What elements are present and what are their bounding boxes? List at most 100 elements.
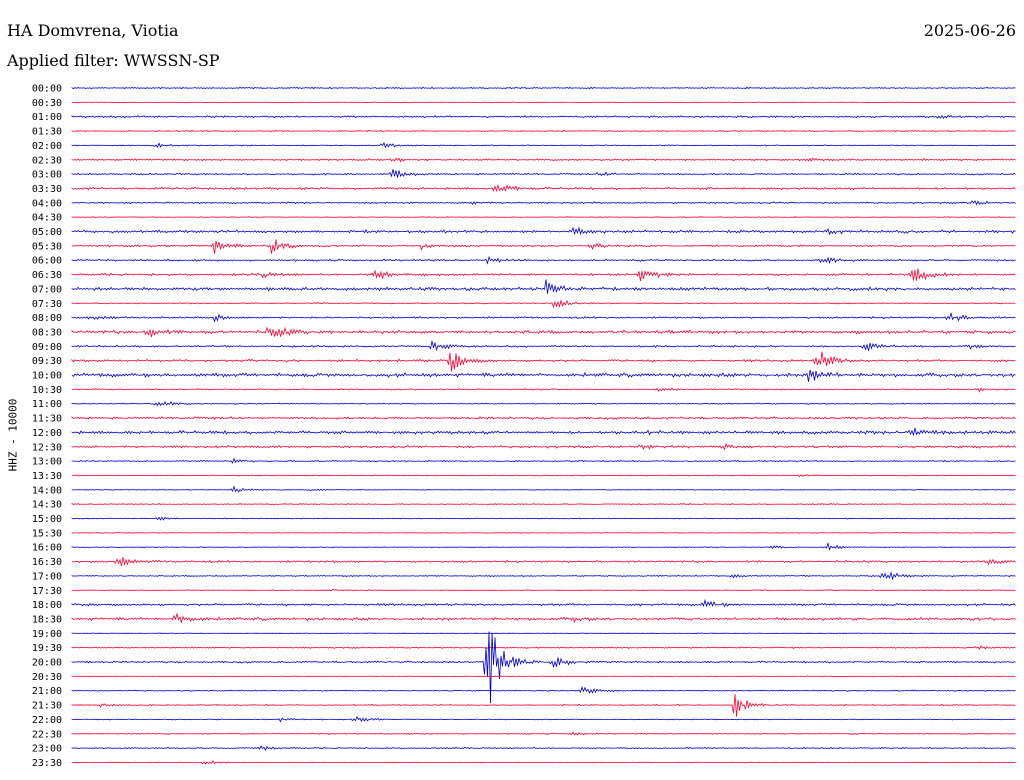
trace-line bbox=[71, 503, 1016, 506]
filter-label: Applied filter: WWSSN-SP bbox=[7, 51, 220, 70]
time-label: 00:30 bbox=[32, 98, 62, 109]
time-label: 17:30 bbox=[32, 586, 62, 597]
station-title: HA Domvrena, Viotia bbox=[7, 21, 179, 40]
trace-line bbox=[71, 183, 1016, 193]
trace-line bbox=[71, 226, 1016, 236]
time-label: 12:30 bbox=[32, 442, 62, 453]
time-label: 18:00 bbox=[32, 600, 62, 611]
time-label: 15:00 bbox=[32, 514, 62, 525]
trace-line bbox=[71, 541, 1016, 551]
time-label: 07:30 bbox=[32, 299, 62, 310]
time-label: 23:30 bbox=[32, 758, 62, 769]
trace-line bbox=[71, 474, 1016, 478]
time-label: 19:00 bbox=[32, 629, 62, 640]
trace-line bbox=[71, 715, 1016, 723]
trace-line bbox=[71, 312, 1016, 323]
time-label: 20:30 bbox=[32, 672, 62, 683]
time-label: 03:30 bbox=[32, 184, 62, 195]
time-label: 17:00 bbox=[32, 571, 62, 582]
trace-line bbox=[71, 645, 1016, 650]
time-label: 11:00 bbox=[32, 399, 62, 410]
time-label: 13:00 bbox=[32, 457, 62, 468]
trace-line bbox=[71, 557, 1016, 566]
trace-line bbox=[71, 631, 1016, 704]
time-label: 23:00 bbox=[32, 744, 62, 755]
trace-line bbox=[71, 571, 1016, 581]
time-label: 06:30 bbox=[32, 270, 62, 281]
trace-line bbox=[71, 516, 1016, 521]
time-label: 02:30 bbox=[32, 155, 62, 166]
trace-line bbox=[71, 86, 1016, 90]
trace-line bbox=[71, 387, 1016, 393]
time-label: 01:30 bbox=[32, 127, 62, 138]
trace-line bbox=[71, 129, 1016, 133]
trace-line bbox=[71, 632, 1016, 635]
trace-line bbox=[71, 279, 1016, 294]
trace-line bbox=[71, 157, 1016, 163]
trace-line bbox=[71, 169, 1016, 178]
time-label: 08:30 bbox=[32, 327, 62, 338]
time-label: 06:00 bbox=[32, 256, 62, 267]
trace-line bbox=[71, 326, 1016, 338]
time-label: 14:00 bbox=[32, 485, 62, 496]
time-label: 22:30 bbox=[32, 729, 62, 740]
trace-line bbox=[71, 239, 1016, 254]
trace-line bbox=[71, 588, 1016, 592]
trace-line bbox=[71, 442, 1016, 451]
time-label: 09:00 bbox=[32, 342, 62, 353]
trace-line bbox=[71, 114, 1016, 120]
time-label: 04:30 bbox=[32, 213, 62, 224]
trace-line bbox=[71, 694, 1016, 717]
time-label: 18:30 bbox=[32, 614, 62, 625]
trace-line bbox=[71, 200, 1016, 206]
time-label: 07:00 bbox=[32, 284, 62, 295]
trace-line bbox=[71, 255, 1016, 265]
time-label: 19:30 bbox=[32, 643, 62, 654]
time-label: 05:00 bbox=[32, 227, 62, 238]
trace-line bbox=[71, 340, 1016, 352]
time-label: 21:30 bbox=[32, 701, 62, 712]
plot-date: 2025-06-26 bbox=[923, 21, 1016, 40]
time-label: 16:00 bbox=[32, 543, 62, 554]
trace-line bbox=[71, 485, 1016, 493]
trace-line bbox=[71, 598, 1016, 608]
trace-line bbox=[71, 612, 1016, 624]
time-label: 09:30 bbox=[32, 356, 62, 367]
trace-line bbox=[71, 268, 1016, 282]
trace-line bbox=[71, 101, 1016, 104]
trace-line bbox=[71, 299, 1016, 309]
trace-line bbox=[71, 759, 1016, 765]
trace-line bbox=[71, 369, 1016, 382]
trace-line bbox=[71, 745, 1016, 752]
trace-line bbox=[71, 675, 1016, 678]
time-label: 02:00 bbox=[32, 141, 62, 152]
time-label: 00:00 bbox=[32, 84, 62, 95]
trace-line bbox=[71, 216, 1016, 219]
trace-line bbox=[71, 142, 1016, 149]
time-label: 05:30 bbox=[32, 241, 62, 252]
time-label: 11:30 bbox=[32, 414, 62, 425]
trace-line bbox=[71, 731, 1016, 736]
trace-line bbox=[71, 351, 1016, 372]
time-label: 10:30 bbox=[32, 385, 62, 396]
trace-line bbox=[71, 457, 1016, 464]
time-label: 03:00 bbox=[32, 170, 62, 181]
time-label: 16:30 bbox=[32, 557, 62, 568]
time-label: 01:00 bbox=[32, 112, 62, 123]
time-label: 22:00 bbox=[32, 715, 62, 726]
time-label: 13:30 bbox=[32, 471, 62, 482]
time-label: 15:30 bbox=[32, 528, 62, 539]
time-label: 20:00 bbox=[32, 658, 62, 669]
trace-line bbox=[71, 685, 1016, 694]
time-label: 12:00 bbox=[32, 428, 62, 439]
time-label: 14:30 bbox=[32, 500, 62, 511]
trace-line bbox=[71, 531, 1016, 534]
time-label: 10:00 bbox=[32, 371, 62, 382]
trace-line bbox=[71, 416, 1016, 421]
time-label: 04:00 bbox=[32, 198, 62, 209]
trace-line bbox=[71, 400, 1016, 407]
time-label: 21:00 bbox=[32, 686, 62, 697]
time-label: 08:00 bbox=[32, 313, 62, 324]
trace-line bbox=[71, 427, 1016, 437]
